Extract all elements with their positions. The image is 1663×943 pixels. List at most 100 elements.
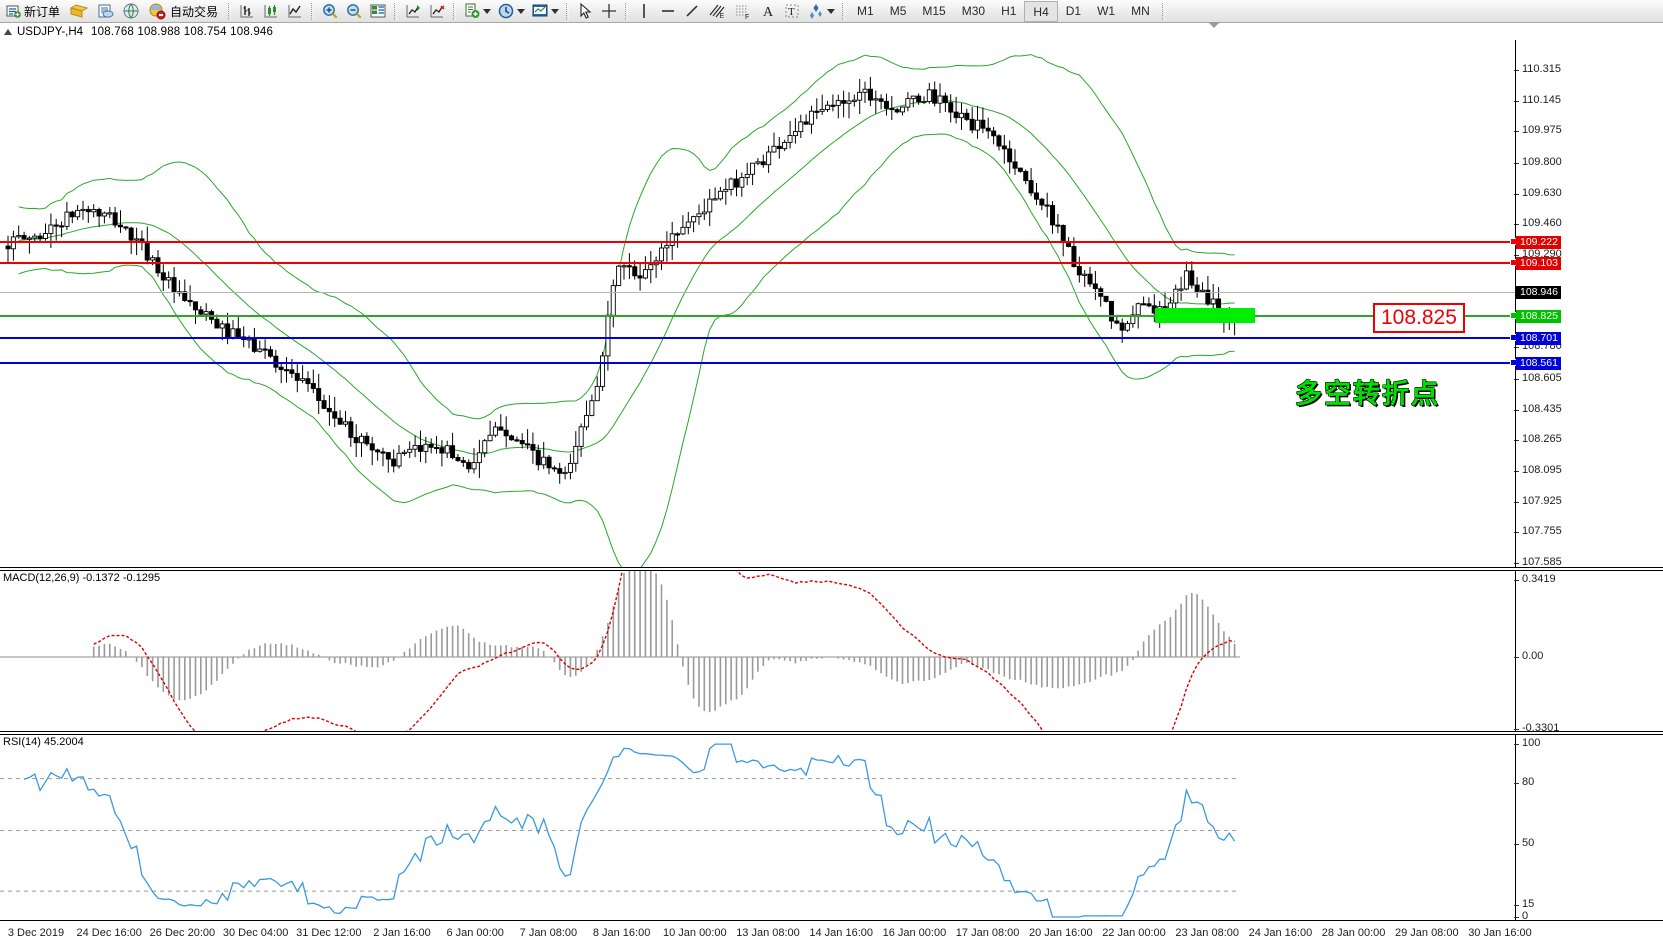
price-tag-109103[interactable]: 109.103 bbox=[1516, 257, 1561, 270]
line-chart-icon[interactable] bbox=[283, 1, 307, 22]
rsi-canvas[interactable] bbox=[0, 735, 1515, 920]
time-axis-label: 6 Jan 00:00 bbox=[446, 927, 504, 939]
price-tag-108701[interactable]: 108.701 bbox=[1516, 332, 1561, 345]
pivot-zone-box[interactable] bbox=[1155, 308, 1255, 323]
resistance-line-1[interactable] bbox=[0, 241, 1515, 243]
pivot-price-callout[interactable]: 108.825 bbox=[1373, 303, 1465, 333]
network-icon[interactable] bbox=[118, 1, 144, 22]
trendline-icon[interactable] bbox=[680, 1, 704, 22]
equidistant-channel-icon[interactable]: E bbox=[704, 1, 730, 22]
publish-icon[interactable] bbox=[92, 1, 118, 22]
timeframe-m30[interactable]: M30 bbox=[961, 3, 986, 18]
expert-advisor-icon[interactable]: 自动交易 bbox=[144, 1, 224, 22]
data-window-icon[interactable] bbox=[401, 1, 425, 22]
collapse-triangle-icon[interactable] bbox=[4, 28, 12, 35]
axis-tick-label: 109.460 bbox=[1522, 217, 1562, 229]
chevron-down-icon[interactable] bbox=[551, 8, 560, 14]
axis-tick-label: 50 bbox=[1522, 837, 1535, 849]
axis-tick bbox=[1514, 194, 1519, 195]
toolbar-separator bbox=[625, 2, 629, 20]
bar-chart-icon[interactable] bbox=[235, 1, 259, 22]
resistance-line-2[interactable] bbox=[0, 262, 1515, 264]
axis-tick bbox=[1514, 844, 1519, 845]
shapes-icon[interactable] bbox=[804, 1, 838, 22]
timeframe-h4[interactable]: H4 bbox=[1024, 0, 1058, 22]
time-axis-label: 20 Jan 16:00 bbox=[1028, 927, 1093, 939]
timeframe-h1[interactable]: H1 bbox=[1001, 3, 1017, 18]
macd-pane[interactable]: MACD(12,26,9) -0.1372 -0.1295 bbox=[0, 571, 1663, 731]
time-axis-label: 8 Jan 16:00 bbox=[592, 927, 651, 939]
new-order-button[interactable]: 新订单 bbox=[2, 1, 66, 22]
symbol-bar: USDJPY-,H4 108.768 108.988 108.754 108.9… bbox=[0, 24, 1663, 39]
axis-tick bbox=[1514, 917, 1519, 918]
axis-tick-label: 15 bbox=[1522, 898, 1535, 910]
rsi-pane-top-border2 bbox=[0, 734, 1663, 735]
timeframe-w1[interactable]: W1 bbox=[1097, 3, 1116, 18]
axis-tick bbox=[1514, 224, 1519, 225]
tile-windows-icon[interactable] bbox=[366, 1, 390, 22]
toolbar-separator bbox=[228, 2, 232, 20]
candlestick-chart-icon[interactable] bbox=[259, 1, 283, 22]
timeframe-m15[interactable]: M15 bbox=[922, 3, 946, 18]
vertical-line-icon[interactable] bbox=[632, 1, 656, 22]
period-icon[interactable] bbox=[494, 1, 528, 22]
timeframe-d1[interactable]: D1 bbox=[1065, 3, 1082, 18]
timeframe-m1[interactable]: M1 bbox=[857, 3, 874, 18]
templates-icon[interactable] bbox=[528, 1, 562, 22]
toolbar-separator bbox=[842, 2, 846, 20]
add-indicator-icon[interactable] bbox=[460, 1, 494, 22]
time-axis-label: 2 Jan 16:00 bbox=[373, 927, 431, 939]
cursor-icon[interactable] bbox=[573, 1, 597, 22]
axis-tick bbox=[1514, 580, 1519, 581]
price-tag-109222[interactable]: 109.222 bbox=[1516, 236, 1561, 249]
timeframe-m5[interactable]: M5 bbox=[889, 3, 907, 18]
price-tag-108825[interactable]: 108.825 bbox=[1516, 310, 1561, 323]
text-box-icon[interactable]: T bbox=[780, 1, 804, 22]
support-line-1[interactable] bbox=[0, 337, 1515, 339]
time-axis-label: 24 Jan 16:00 bbox=[1248, 927, 1313, 939]
horizontal-line-icon[interactable] bbox=[656, 1, 680, 22]
fibonacci-icon[interactable]: F bbox=[730, 1, 756, 22]
chevron-down-icon[interactable] bbox=[517, 8, 526, 14]
price-tag-108561[interactable]: 108.561 bbox=[1516, 357, 1561, 370]
timeframe-group: M1 M5 M15 M30 H1 H4 D1 W1 MN bbox=[849, 0, 1158, 22]
toolbar-separator bbox=[1161, 2, 1165, 20]
toolbar-separator bbox=[453, 2, 457, 20]
zoom-in-icon[interactable] bbox=[318, 1, 342, 22]
time-axis-label: 14 Jan 16:00 bbox=[809, 927, 873, 939]
price-chart-canvas[interactable] bbox=[0, 40, 1515, 567]
grid-icon[interactable] bbox=[425, 1, 449, 22]
time-axis-label: 16 Jan 00:00 bbox=[882, 927, 947, 939]
rsi-title: RSI(14) 45.2004 bbox=[3, 736, 84, 748]
chart-scroll-indicator[interactable] bbox=[1208, 22, 1220, 28]
pivot-line[interactable] bbox=[0, 315, 1515, 317]
turning-point-note[interactable]: 多空转折点 bbox=[1295, 379, 1440, 410]
axis-tick bbox=[1514, 410, 1519, 411]
macd-pane-top-border bbox=[0, 567, 1663, 568]
current-price-line bbox=[0, 292, 1515, 293]
time-axis-line bbox=[0, 920, 1663, 921]
support-line-2[interactable] bbox=[0, 362, 1515, 364]
timeframe-mn[interactable]: MN bbox=[1131, 3, 1150, 18]
chevron-down-icon[interactable] bbox=[827, 8, 836, 14]
time-axis-label: 17 Jan 08:00 bbox=[955, 927, 1020, 939]
time-axis-label: 22 Jan 00:00 bbox=[1102, 927, 1166, 939]
axis-tick bbox=[1514, 379, 1519, 380]
macd-canvas[interactable] bbox=[0, 571, 1515, 731]
crosshair-icon[interactable] bbox=[597, 1, 621, 22]
axis-tick bbox=[1514, 163, 1519, 164]
macd-axis-line bbox=[1515, 571, 1516, 731]
time-axis-label: 10 Jan 00:00 bbox=[662, 927, 727, 939]
folder-icon[interactable] bbox=[66, 1, 92, 22]
symbol-ohlc: 108.768 108.988 108.754 108.946 bbox=[91, 25, 274, 38]
axis-tick bbox=[1514, 563, 1519, 564]
axis-tick bbox=[1514, 532, 1519, 533]
rsi-pane[interactable]: RSI(14) 45.2004 bbox=[0, 735, 1663, 920]
text-label-icon[interactable]: A bbox=[756, 1, 780, 22]
rsi-axis-line bbox=[1515, 735, 1516, 920]
chevron-down-icon[interactable] bbox=[483, 8, 492, 14]
time-axis-label: 30 Dec 04:00 bbox=[222, 927, 289, 939]
axis-tick-label: 108.605 bbox=[1522, 372, 1562, 384]
axis-tick bbox=[1514, 905, 1519, 906]
zoom-out-icon[interactable] bbox=[342, 1, 366, 22]
